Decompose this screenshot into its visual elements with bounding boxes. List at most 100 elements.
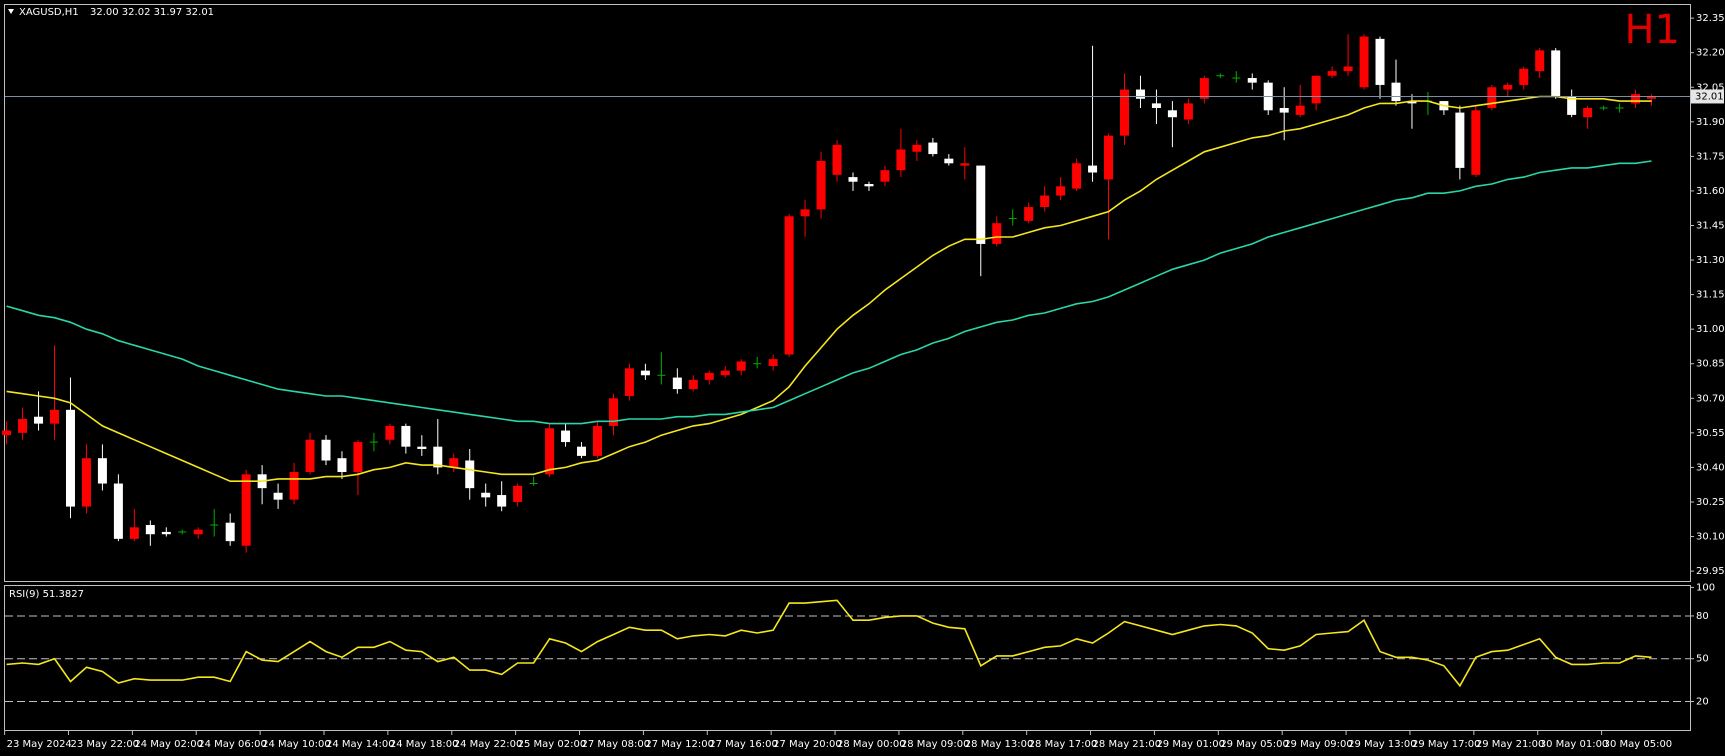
candle-body <box>561 430 571 443</box>
y-tick-label: 30.40 <box>1696 462 1725 473</box>
candle-body <box>960 163 970 166</box>
x-tick-label: 23 May 22:00 <box>70 739 139 750</box>
candle-body <box>385 425 395 440</box>
candle-body <box>1024 207 1034 221</box>
chart-title: XAGUSD,H1 <box>19 7 79 18</box>
candle-body <box>688 379 698 390</box>
candle-body <box>704 372 714 380</box>
rsi-title: RSI(9) 51.3827 <box>9 589 84 600</box>
x-tick-label: 27 May 08:00 <box>582 739 651 750</box>
x-tick-label: 30 May 01:00 <box>1540 739 1609 750</box>
candle-body <box>401 425 411 447</box>
candle-body <box>129 527 139 539</box>
y-tick-label: 30.25 <box>1696 497 1725 508</box>
x-tick-label: 29 May 17:00 <box>1412 739 1481 750</box>
moving-average-line <box>6 160 1652 425</box>
candle-body <box>289 472 299 500</box>
y-tick-label: 32.20 <box>1696 48 1725 59</box>
y-tick-label: 31.60 <box>1696 186 1725 197</box>
y-tick-label: 31.15 <box>1696 290 1725 301</box>
candle-body <box>241 474 251 546</box>
candle-body <box>1391 82 1401 102</box>
y-tick-label: 29.95 <box>1696 566 1725 577</box>
x-tick-label: 25 May 02:00 <box>518 739 587 750</box>
x-tick-label: 29 May 05:00 <box>1220 739 1289 750</box>
candle-body <box>1535 50 1545 72</box>
candle-body <box>513 485 523 502</box>
y-tick-label: 31.30 <box>1696 255 1725 266</box>
candle-body <box>97 458 107 484</box>
x-tick-label: 24 May 14:00 <box>326 739 395 750</box>
y-tick-label: 32.05 <box>1696 82 1725 93</box>
candle-body <box>2 430 12 436</box>
x-tick-label: 28 May 21:00 <box>1093 739 1162 750</box>
x-tick-label: 27 May 20:00 <box>773 739 842 750</box>
x-tick-label: 27 May 12:00 <box>645 739 714 750</box>
timeframe-watermark: H1 <box>1624 7 1680 53</box>
candle-body <box>720 370 730 376</box>
candle-body <box>81 458 91 507</box>
dropdown-icon[interactable] <box>8 9 14 14</box>
rsi-line <box>6 599 1652 688</box>
candle-body <box>1503 84 1513 90</box>
candle-body <box>1343 66 1353 72</box>
candle-body <box>1120 89 1129 136</box>
candle-body <box>1359 36 1369 88</box>
candle-body <box>928 142 938 155</box>
candle-body <box>18 419 28 433</box>
x-tick-label: 30 May 05:00 <box>1604 739 1673 750</box>
y-tick-label: 80 <box>1696 611 1709 622</box>
candle-body <box>545 428 555 475</box>
candle-body <box>1647 96 1657 99</box>
candle-body <box>640 370 650 376</box>
candle-body <box>864 184 874 187</box>
candle-body <box>577 446 587 456</box>
x-tick-label: 24 May 10:00 <box>262 739 331 750</box>
candle-body <box>417 446 427 449</box>
candle-body <box>1471 110 1481 175</box>
candle-body <box>433 446 443 468</box>
candle-body <box>896 149 906 171</box>
candle-body <box>1455 112 1465 168</box>
candle-body <box>65 409 75 507</box>
candle-body <box>1295 105 1305 115</box>
candle-body <box>912 144 922 152</box>
candle-body <box>497 495 507 507</box>
candle-body <box>353 442 363 473</box>
candle-body <box>992 223 1002 244</box>
y-tick-label: 100 <box>1696 582 1715 593</box>
x-tick-label: 28 May 17:00 <box>1029 739 1098 750</box>
x-tick-label: 24 May 18:00 <box>390 739 459 750</box>
candle-body <box>1088 165 1098 173</box>
candle-body <box>768 359 778 367</box>
moving-average-line <box>6 95 1652 482</box>
candle-body <box>672 377 682 390</box>
candle-body <box>465 460 475 489</box>
y-tick-label: 50 <box>1696 654 1709 665</box>
candle-body <box>848 177 858 182</box>
y-tick-label: 32.35 <box>1696 13 1725 24</box>
candle-body <box>1183 103 1193 120</box>
candle-body <box>1583 107 1593 118</box>
y-tick-label: 30.10 <box>1696 532 1725 543</box>
y-tick-label: 30.85 <box>1696 359 1725 370</box>
candle-body <box>1247 78 1257 83</box>
candle-body <box>145 525 155 535</box>
y-tick-label: 30.70 <box>1696 393 1725 404</box>
candle-body <box>1151 103 1161 108</box>
candle-body <box>1135 89 1145 99</box>
candle-body <box>1279 107 1289 113</box>
candle-body <box>1327 71 1337 76</box>
current-price-label: 32.01 <box>1695 91 1724 102</box>
x-tick-label: 24 May 02:00 <box>134 739 203 750</box>
candle-body <box>1375 38 1385 85</box>
ohlc-label: 32.00 32.02 31.97 32.01 <box>90 7 214 18</box>
y-tick-label: 31.75 <box>1696 151 1725 162</box>
x-tick-label: 29 May 09:00 <box>1284 739 1353 750</box>
candle-body <box>784 216 794 355</box>
x-tick-label: 28 May 09:00 <box>901 739 970 750</box>
candle-body <box>816 160 826 210</box>
candle-body <box>34 416 44 424</box>
main-panel-frame <box>4 4 1691 582</box>
